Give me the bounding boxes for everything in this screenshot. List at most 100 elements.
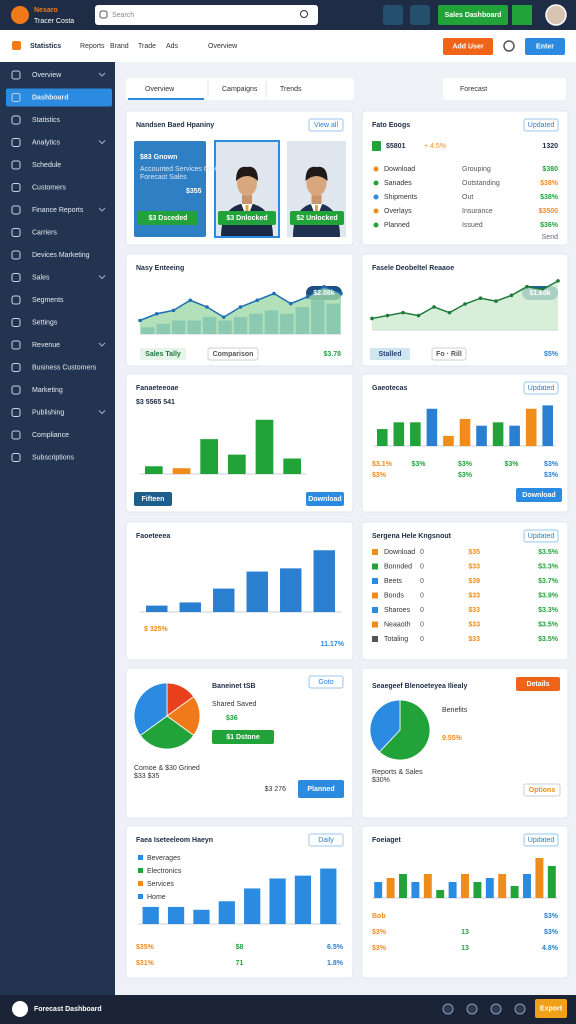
sidebar-icon [11, 295, 21, 305]
nav-item[interactable]: Overview [208, 43, 238, 50]
row-label: Totaling [384, 636, 408, 643]
row-value: $33 [468, 563, 480, 570]
action-pill[interactable] [523, 381, 559, 395]
button[interactable] [523, 783, 561, 797]
nav-item[interactable]: Brand [110, 43, 129, 50]
action-label[interactable]: Updated [528, 122, 555, 129]
action-pill[interactable] [308, 675, 344, 689]
button[interactable] [535, 999, 567, 1018]
sidebar-item[interactable]: Segments [32, 297, 64, 304]
sidebar-item[interactable]: Analytics [32, 139, 61, 146]
button-label[interactable]: Sales Dashboard [445, 12, 502, 19]
button[interactable] [431, 347, 467, 361]
sidebar-item[interactable]: Subscriptions [32, 454, 75, 461]
icon-button[interactable] [410, 5, 430, 25]
nav-logo [12, 41, 21, 50]
action-pill[interactable] [523, 833, 559, 847]
button[interactable] [438, 5, 508, 25]
button[interactable] [516, 677, 560, 691]
sidebar-item[interactable]: Customers [32, 184, 66, 191]
sidebar-item[interactable]: Marketing [32, 387, 63, 394]
tab[interactable]: Overview [145, 86, 175, 93]
point [556, 279, 560, 283]
footer-icon[interactable] [442, 1003, 454, 1015]
nav-item[interactable]: Reports [80, 43, 105, 50]
sidebar-item[interactable]: Publishing [32, 409, 64, 416]
button[interactable] [306, 492, 344, 506]
button-label[interactable]: Comparison [213, 351, 254, 358]
button-label[interactable]: $3 Dsceded [149, 215, 188, 222]
point [540, 287, 545, 292]
sidebar-item[interactable]: Dashboard [32, 94, 69, 101]
button[interactable] [134, 492, 172, 506]
button[interactable] [298, 780, 344, 798]
footer-stat: $35% [136, 944, 155, 951]
action-pill[interactable] [523, 118, 559, 132]
action-label[interactable]: Updated [528, 385, 555, 392]
hair [236, 166, 258, 181]
button-label[interactable]: $1 Dstone [226, 734, 260, 741]
button[interactable] [290, 211, 344, 225]
sidebar-item[interactable]: Devices Marketing [32, 252, 90, 259]
icon-button[interactable] [383, 5, 403, 25]
action-pill[interactable] [308, 833, 344, 847]
button-label[interactable]: Stalled [379, 351, 402, 358]
button-label[interactable]: Download [522, 492, 555, 499]
action-label[interactable]: Goto [318, 679, 333, 686]
bar [448, 882, 457, 898]
sidebar-item[interactable]: Compliance [32, 432, 69, 439]
footer-icon[interactable] [466, 1003, 478, 1015]
button[interactable] [370, 348, 410, 360]
button-label[interactable]: Enter [536, 43, 554, 50]
action-pill[interactable] [523, 529, 559, 543]
chevron [98, 275, 106, 280]
button-label[interactable]: Details [527, 681, 550, 688]
sidebar-item[interactable]: Revenue [32, 342, 60, 349]
button[interactable] [218, 211, 276, 225]
tab-right[interactable]: Forecast [460, 86, 487, 93]
sidebar-item[interactable]: Schedule [32, 162, 61, 169]
action-label[interactable]: Daily [318, 837, 334, 844]
sidebar-item[interactable]: Sales [32, 274, 50, 281]
button[interactable] [212, 730, 274, 744]
footer-icon[interactable] [490, 1003, 502, 1015]
sidebar-icon [11, 340, 21, 350]
card-title: Faea Iseteeleom Haeyn [136, 837, 213, 844]
action-pill[interactable] [308, 118, 344, 132]
button-label[interactable]: $3 Dnlocked [226, 215, 267, 222]
button[interactable] [140, 348, 186, 360]
avatar[interactable] [545, 4, 567, 26]
button[interactable] [138, 211, 198, 225]
button-label[interactable]: Export [540, 1005, 563, 1012]
button-label[interactable]: Options [529, 787, 556, 794]
button[interactable] [516, 488, 562, 502]
button[interactable] [525, 38, 565, 55]
tab[interactable]: Campaigns [222, 86, 258, 93]
search-box[interactable] [95, 5, 318, 25]
action-label[interactable]: Updated [528, 837, 555, 844]
sidebar-item[interactable]: Finance Reports [32, 207, 84, 214]
sidebar-item[interactable]: Overview [32, 72, 62, 79]
button[interactable] [207, 347, 259, 361]
button-label[interactable]: Fifteen [142, 496, 165, 503]
button-label[interactable]: Add User [452, 43, 483, 50]
bar [320, 868, 337, 924]
sidebar-item[interactable]: Carriers [32, 229, 57, 236]
nav-item[interactable]: Trade [138, 43, 156, 50]
action-label[interactable]: Updated [528, 533, 555, 540]
button-label[interactable]: Download [308, 496, 341, 503]
button-label[interactable]: Fo · Rill [436, 351, 462, 358]
footer-icon[interactable] [514, 1003, 526, 1015]
button[interactable] [443, 38, 493, 55]
nav-item[interactable]: Ads [166, 43, 179, 50]
sidebar-item[interactable]: Business Customers [32, 364, 97, 371]
button-label[interactable]: Planned [307, 786, 334, 793]
action-label[interactable]: View all [314, 122, 338, 129]
sidebar-item[interactable]: Settings [32, 319, 58, 326]
bar [227, 454, 246, 474]
button-label[interactable]: Sales Tally [145, 351, 181, 358]
sidebar-item[interactable]: Statistics [32, 117, 61, 124]
tab[interactable]: Trends [280, 86, 302, 93]
bar [498, 874, 507, 898]
button-label[interactable]: $2 Unlocked [296, 215, 337, 222]
